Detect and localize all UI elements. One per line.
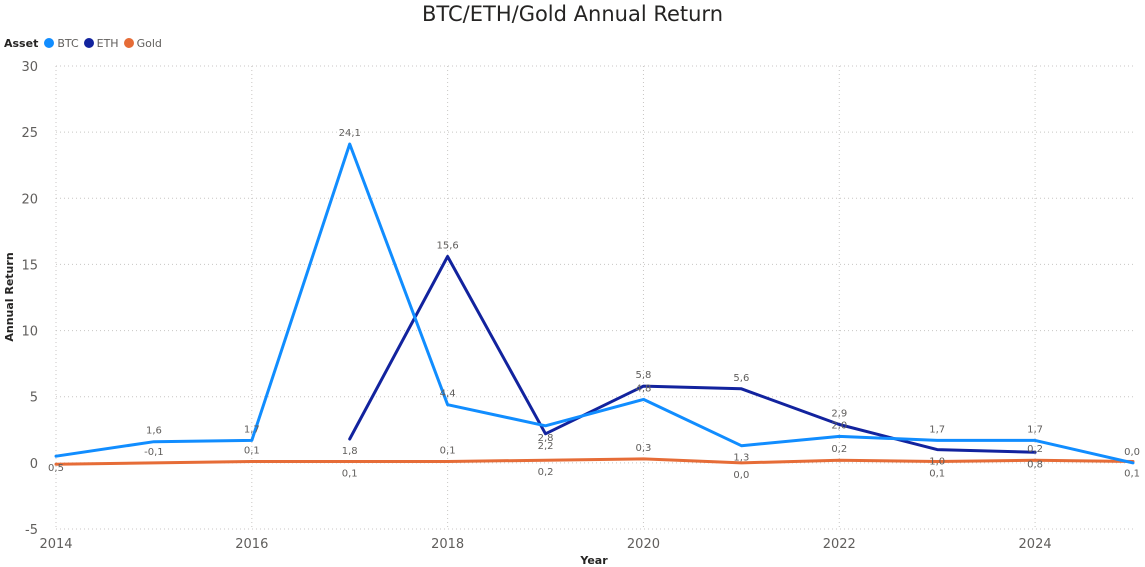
x-tick-label: 2018	[431, 537, 464, 552]
data-label-eth: 2,2	[538, 441, 554, 452]
data-label-btc: 0,0	[1124, 447, 1140, 458]
x-axis-title: Year	[579, 554, 608, 567]
data-label-btc: 1,7	[1027, 424, 1043, 435]
y-tick-label: 0	[30, 457, 38, 472]
data-label-gold: 0,1	[929, 469, 945, 480]
series-lines	[54, 142, 1135, 466]
data-label-eth: 1,0	[929, 457, 945, 468]
data-label-gold: 0,3	[636, 443, 652, 454]
series-line-gold[interactable]	[54, 457, 1135, 466]
data-label-btc: 1,7	[929, 424, 945, 435]
legend-item-gold[interactable]: Gold	[123, 36, 162, 50]
data-label-gold: 0,1	[1124, 469, 1140, 480]
data-label-gold: 0,2	[831, 444, 847, 455]
series-line-eth[interactable]	[348, 255, 1037, 454]
data-label-eth: 5,6	[733, 373, 749, 384]
x-axis: 2014 2016 2018 2020 2022 2024	[39, 537, 1051, 552]
legend-item-eth[interactable]: ETH	[83, 36, 119, 50]
y-tick-label: 5	[30, 391, 38, 406]
data-label-gold: 0,0	[733, 470, 749, 481]
y-tick-label: 25	[21, 126, 38, 141]
x-tick-label: 2020	[627, 537, 660, 552]
data-label-eth: 0,8	[1027, 459, 1043, 470]
y-tick-label: 30	[21, 60, 38, 75]
y-tick-label: -5	[25, 523, 38, 538]
y-axis-title: Annual Return	[3, 252, 16, 341]
data-label-btc: 0,5	[48, 463, 64, 474]
legend-title: Asset	[4, 36, 39, 50]
data-label-gold: 0,2	[1027, 444, 1043, 455]
data-label-eth: 5,8	[636, 370, 652, 381]
data-label-btc: 2,0	[831, 420, 847, 431]
data-label-eth: 1,8	[342, 446, 358, 457]
legend-label-gold: Gold	[136, 36, 162, 50]
data-label-btc: 4,4	[440, 389, 456, 400]
data-label-gold: 0,1	[342, 469, 358, 480]
data-label-btc: 2,8	[538, 433, 554, 444]
data-label-btc: 1,6	[146, 426, 162, 437]
legend: Asset BTC ETH Gold	[4, 35, 167, 51]
data-label-btc: 1,3	[733, 453, 749, 464]
x-tick-label: 2016	[235, 537, 268, 552]
y-axis: -5 0 5 10 15 20 25 30	[21, 60, 38, 538]
data-labels: 0,5 1,6 1,7 24,1 4,4 2,8 4,8 1,3 2,0 1,7 1,7 0,0 1,8…	[48, 128, 1140, 481]
y-tick-label: 10	[21, 325, 38, 340]
legend-dot-btc	[44, 38, 55, 48]
chart-title: BTC/ETH/Gold Annual Return	[421, 2, 724, 26]
y-tick-label: 20	[21, 192, 38, 207]
series-line-btc[interactable]	[54, 142, 1135, 465]
data-label-gold: -0,1	[144, 447, 164, 458]
data-label-gold: 0,1	[440, 446, 456, 457]
x-tick-label: 2014	[39, 537, 72, 552]
data-label-btc: 24,1	[339, 128, 361, 139]
x-tick-label: 2024	[1019, 537, 1052, 552]
legend-label-btc: BTC	[57, 36, 79, 50]
y-tick-label: 15	[21, 258, 38, 273]
legend-dot-gold	[123, 38, 134, 48]
data-label-eth: 2,9	[831, 408, 847, 419]
data-label-gold: 0,1	[244, 446, 260, 457]
legend-dot-eth	[83, 38, 94, 48]
x-tick-label: 2022	[823, 537, 856, 552]
legend-label-eth: ETH	[96, 36, 119, 50]
data-label-gold: 0,2	[538, 467, 554, 478]
data-label-btc: 1,7	[244, 424, 260, 435]
legend-item-btc[interactable]: BTC	[44, 36, 79, 50]
data-label-btc: 4,8	[636, 383, 652, 394]
data-label-eth: 15,6	[437, 240, 459, 251]
